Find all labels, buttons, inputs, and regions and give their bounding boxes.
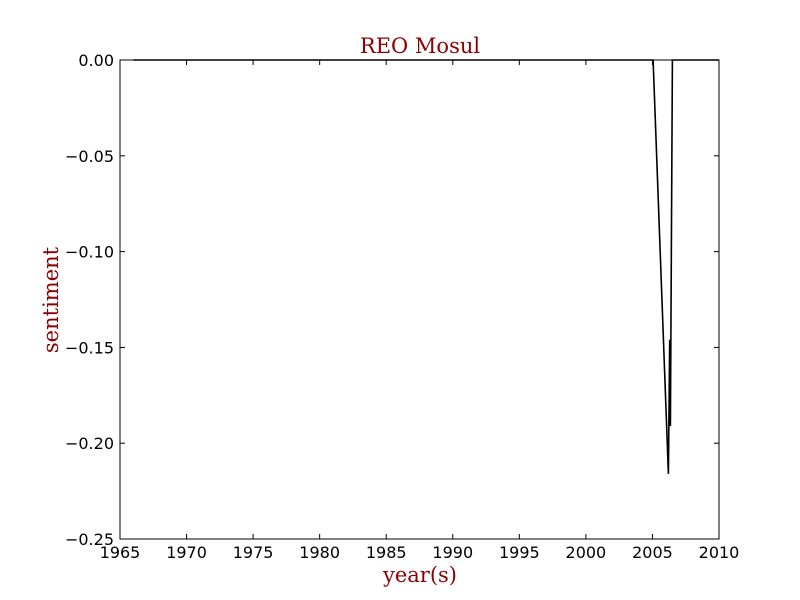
- y-tick-label: −0.25: [65, 530, 114, 549]
- y-tick-label: −0.15: [65, 338, 114, 357]
- x-tick-label: 1970: [166, 543, 207, 562]
- y-tick-label: −0.10: [65, 243, 114, 262]
- y-tick-label: −0.20: [65, 434, 114, 453]
- x-tick-label: 1990: [432, 543, 473, 562]
- x-axis-title: year(s): [382, 563, 457, 587]
- chart-title: REO Mosul: [360, 34, 480, 58]
- y-tick-label: −0.05: [65, 147, 114, 166]
- x-tick-label: 1965: [100, 543, 141, 562]
- x-tick-label: 1980: [299, 543, 340, 562]
- x-tick-label: 2010: [699, 543, 740, 562]
- series-line-0: [133, 59, 719, 474]
- chart-marks: 1965 1970 1975 1980 1985 1990 1995 2000 2005 2010…: [65, 51, 739, 562]
- y-tick-label: 0.00: [78, 51, 114, 70]
- y-axis-title: sentiment: [39, 246, 63, 353]
- x-tick-label: 1995: [499, 543, 540, 562]
- x-tick-label: 1975: [233, 543, 274, 562]
- x-tick-label: 2000: [566, 543, 607, 562]
- plot-frame: [119, 59, 720, 540]
- x-tick-label: 1985: [366, 543, 407, 562]
- x-tick-label: 2005: [632, 543, 673, 562]
